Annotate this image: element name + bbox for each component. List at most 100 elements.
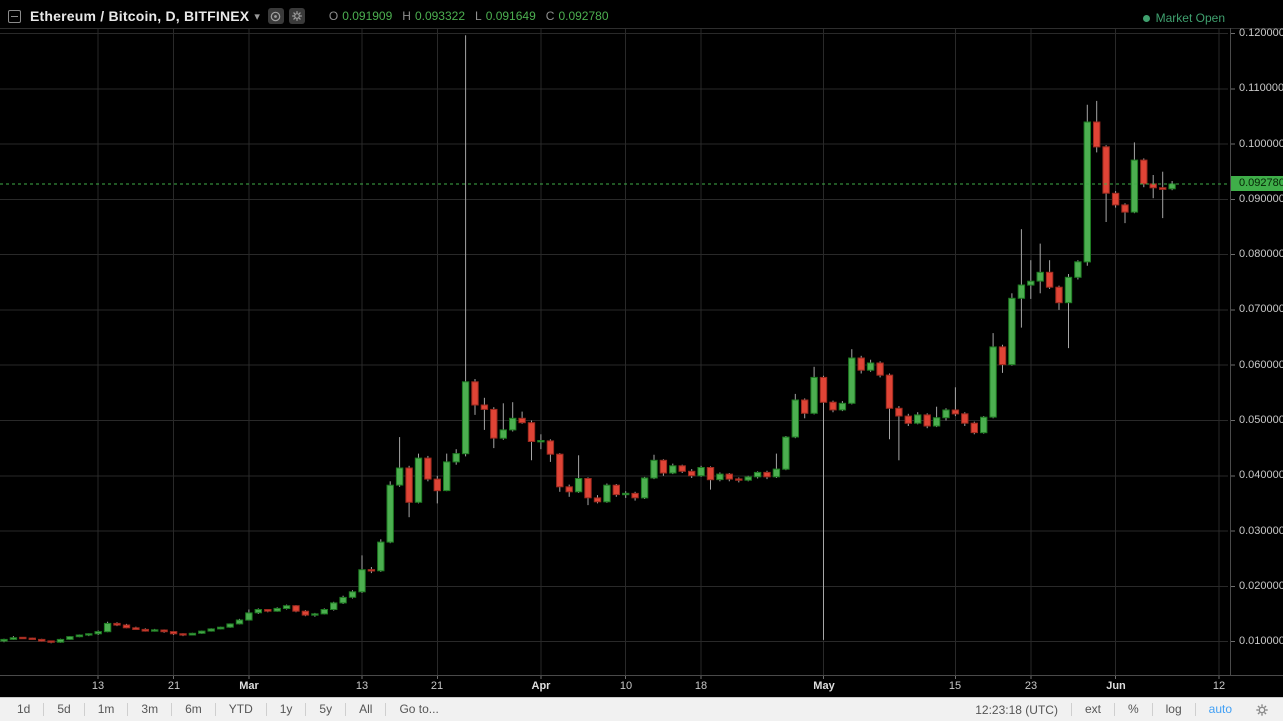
circle-dot-icon [271,11,281,21]
log-button[interactable]: log [1165,702,1182,716]
time-axis[interactable]: 13 21 Mar 13 21 Apr 10 18 May 15 23 Jun 12 [0,675,1228,697]
range-button-6m[interactable]: 6m [185,702,202,716]
candle-body [235,619,244,625]
candle-body [904,415,912,424]
auto-button[interactable]: auto [1208,702,1232,716]
candle-body [169,631,178,635]
symbol-title[interactable]: Ethereum / Bitcoin, D, BITFINEX [30,8,250,24]
candle-body [38,638,46,642]
candle-body [1140,159,1148,185]
compare-icon-button[interactable] [267,8,284,24]
time-tick-label: Mar [239,680,259,692]
candle-body [556,453,564,488]
candle-body [480,404,489,410]
time-tick-label: 13 [355,680,369,692]
go-to-date-button[interactable]: Go to... [399,702,439,716]
candle-body [509,417,517,431]
candle-body [254,609,263,614]
candle-body [226,623,234,628]
candle-body [989,346,997,418]
range-button-ytd[interactable]: YTD [228,702,253,716]
candle-body [848,357,856,404]
candle-body [923,414,931,427]
toolbar-separator [265,703,267,716]
candle-body [1027,280,1035,286]
clock: 12:23:18 (UTC) [975,702,1058,717]
candle-body [612,484,620,496]
ohlc-low-value: 0.091649 [485,9,536,23]
candle-body [810,376,818,414]
range-button-1y[interactable]: 1y [279,702,293,716]
range-button-all[interactable]: All [359,702,373,716]
candle-body [56,638,65,643]
price-tick-label: 0.020000 [1239,580,1283,592]
candle-body [829,401,837,411]
toolbar-right-group: 12:23:18 (UTC) ext% log auto [962,698,1283,721]
time-tick-label: Jun [1106,680,1126,692]
candle-body [1074,261,1082,278]
candle-body [970,422,978,434]
candle-body [217,626,225,630]
ext-button[interactable]: ext [1084,702,1101,716]
candle-body [640,477,649,499]
candle-body [622,492,630,496]
candle-body [188,632,197,636]
candlestick-chart[interactable] [0,0,1283,697]
candle-body [857,357,865,371]
price-tick-label: 0.060000 [1239,359,1283,371]
candle-body [688,470,696,477]
candle-body [1159,187,1167,190]
candle-body [94,631,102,635]
candle-body [75,634,84,638]
candle-body [819,376,828,403]
range-button-5y[interactable]: 5y [319,702,333,716]
time-tick-label: 10 [619,680,633,692]
candle-body [744,476,752,481]
market-open-dot-icon [1142,14,1150,22]
candle-body [1130,159,1139,213]
candle-body [980,416,988,434]
candle-body [1083,121,1091,263]
gear-icon [1256,703,1268,716]
candle-body [1111,192,1120,206]
chart-settings-icon-button[interactable] [288,8,305,24]
ohlc-low-label: L [475,9,482,23]
collapse-panel-icon[interactable] [8,9,21,23]
range-button-3m[interactable]: 3m [141,702,159,716]
range-button-1d[interactable]: 1d [17,702,31,716]
candle-body [716,473,724,481]
candle-body [1055,286,1063,304]
range-button-5d[interactable]: 5d [57,702,71,716]
percent-button[interactable]: % [1127,702,1139,716]
candle-body [961,413,969,424]
price-tick-label: 0.070000 [1239,303,1283,315]
current-price-label: 0.092780 [1231,176,1283,191]
ohlc-readout: O 0.091909 H 0.093322 L 0.091649 C 0.092780 [319,9,609,23]
candle-body [198,630,206,634]
candle-body [66,636,74,640]
chevron-down-icon[interactable]: ▾ [254,11,260,23]
price-tick-label: 0.040000 [1239,469,1283,481]
ohlc-high-label: H [402,9,411,23]
price-axis[interactable]: 0.120000 0.110000 0.100000 0.090000 0.080000… [1231,27,1283,675]
candle-body [537,440,545,443]
candle-body [631,492,639,499]
candle-body [942,409,950,419]
candle-body [264,609,272,612]
toolbar-separator [345,703,347,716]
candle-body [998,346,1007,366]
candle-body [141,628,150,632]
candle-body [1045,271,1054,288]
range-button-1m[interactable]: 1m [97,702,115,716]
toolbar-settings-icon-button[interactable] [1245,703,1277,717]
price-tick-label: 0.080000 [1239,248,1283,260]
minus-icon [11,15,18,17]
ohlc-high-value: 0.093322 [414,9,466,23]
candle-body [1093,121,1101,148]
candle-body [132,627,140,630]
toolbar-separator [1151,703,1153,716]
candle-body [1064,276,1073,304]
candle-body [367,569,376,572]
toolbar-separator [127,703,129,716]
candle-body [650,459,658,479]
